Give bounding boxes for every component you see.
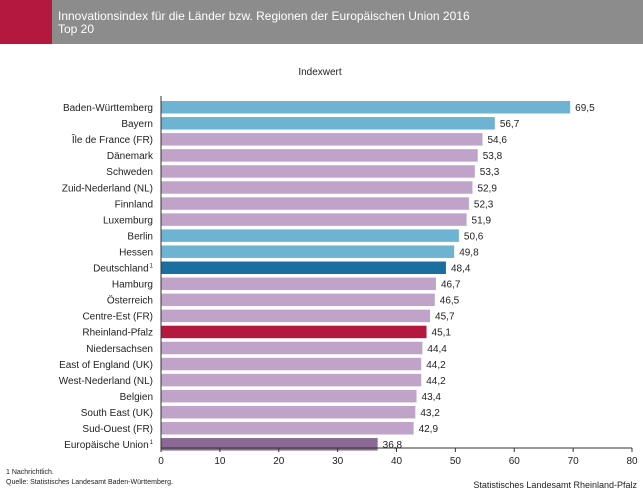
value-label: 69,5 xyxy=(575,103,595,114)
bar xyxy=(161,197,469,210)
value-label: 42,9 xyxy=(419,424,439,435)
bar xyxy=(161,357,422,371)
bar xyxy=(161,229,459,242)
footnote-mark: 1 xyxy=(150,264,154,270)
bar xyxy=(161,277,436,291)
value-label: 50,6 xyxy=(464,231,484,242)
category-label: Hessen xyxy=(119,247,153,258)
category-label: West-Nederland (NL) xyxy=(59,376,153,387)
category-label: Rheinland-Pfalz xyxy=(82,328,153,339)
x-tick-label: 30 xyxy=(332,456,344,467)
bar xyxy=(161,133,483,146)
bar xyxy=(161,293,435,307)
title-line-2: Top 20 xyxy=(58,22,95,36)
chart-title: Innovationsindex für die Länder bzw. Reg… xyxy=(58,10,470,36)
value-label: 52,3 xyxy=(474,199,494,210)
bar xyxy=(161,341,423,355)
category-label: East of England (UK) xyxy=(59,360,153,371)
category-label: Niedersachsen xyxy=(86,344,153,355)
category-label: Bayern xyxy=(121,119,153,130)
x-tick-label: 40 xyxy=(391,456,403,467)
category-label: Finnland xyxy=(115,199,153,210)
value-label: 44,2 xyxy=(426,376,446,387)
category-label: Österreich xyxy=(107,295,153,307)
x-tick-label: 0 xyxy=(158,456,164,467)
category-label: Baden-Württemberg xyxy=(63,103,153,114)
category-label: Deutschland1 xyxy=(93,264,154,275)
category-label: Centre-Est (FR) xyxy=(82,312,153,323)
header-accent xyxy=(0,0,52,44)
x-tick-label: 70 xyxy=(568,456,580,467)
bar xyxy=(161,245,455,258)
x-tick-label: 60 xyxy=(509,456,521,467)
category-label: Hamburg xyxy=(112,280,153,291)
category-label: Zuid-Nederland (NL) xyxy=(62,183,153,194)
header-bar: Innovationsindex für die Länder bzw. Reg… xyxy=(0,0,643,44)
bar xyxy=(161,165,475,178)
category-label: Europäische Union1 xyxy=(64,440,154,451)
value-label: 45,7 xyxy=(435,312,455,323)
bar xyxy=(161,422,414,435)
bar xyxy=(161,438,378,451)
bar xyxy=(161,373,422,387)
value-label: 43,4 xyxy=(422,392,442,403)
footnote: 1 Nachrichtlich. xyxy=(6,469,54,476)
bar xyxy=(161,309,431,323)
source-right: Statistisches Landesamt Rheinland-Pfalz xyxy=(473,480,637,490)
chart-axis-title: Indexwert xyxy=(298,67,342,78)
value-label: 52,9 xyxy=(477,183,497,194)
source-left: Quelle: Statistisches Landesamt Baden-Wü… xyxy=(6,479,173,486)
x-tick-label: 80 xyxy=(626,456,638,467)
x-tick-label: 10 xyxy=(214,456,226,467)
value-label: 53,3 xyxy=(480,167,500,178)
title-line-1: Innovationsindex für die Länder bzw. Reg… xyxy=(58,9,470,23)
value-label: 48,4 xyxy=(451,264,471,275)
bar-chart: Indexwert Baden-Württemberg 69,5 Bayern 56,7… xyxy=(59,67,638,467)
category-label: Belgien xyxy=(120,392,153,403)
bar xyxy=(161,325,427,339)
x-tick-label: 50 xyxy=(450,456,462,467)
value-label: 54,6 xyxy=(487,135,507,146)
bar xyxy=(161,117,495,130)
value-label: 43,2 xyxy=(420,408,440,419)
category-label: Schweden xyxy=(106,167,153,178)
bar xyxy=(161,181,473,194)
category-label: Berlin xyxy=(127,231,153,242)
footnote-mark: 1 xyxy=(150,440,154,446)
x-tick-label: 20 xyxy=(273,456,285,467)
value-label: 51,9 xyxy=(472,215,492,226)
value-label: 53,8 xyxy=(483,151,503,162)
category-label: South East (UK) xyxy=(81,408,153,419)
value-label: 36,8 xyxy=(383,440,403,451)
category-label: Dänemark xyxy=(107,151,154,162)
value-label: 44,4 xyxy=(427,344,447,355)
value-label: 49,8 xyxy=(459,247,479,258)
value-label: 56,7 xyxy=(500,119,520,130)
bar xyxy=(161,389,417,403)
bar xyxy=(161,261,446,274)
bar xyxy=(161,149,478,162)
value-label: 46,5 xyxy=(440,296,460,307)
bar xyxy=(161,405,416,419)
bar xyxy=(161,101,571,114)
value-label: 45,1 xyxy=(432,328,452,339)
bar xyxy=(161,213,467,226)
value-label: 46,7 xyxy=(441,280,461,291)
value-label: 44,2 xyxy=(426,360,446,371)
category-label: Sud-Ouest (FR) xyxy=(82,424,153,435)
category-label: Île de France (FR) xyxy=(71,133,153,146)
category-label: Luxemburg xyxy=(103,215,153,226)
